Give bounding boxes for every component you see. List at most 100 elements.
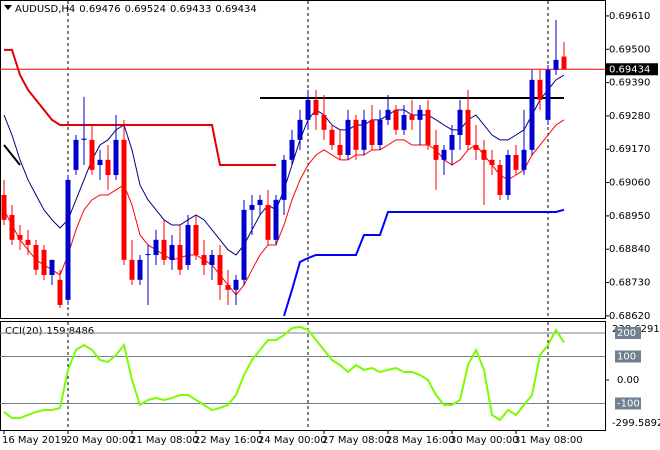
candle-body (105, 159, 111, 175)
candle-body (297, 119, 303, 140)
level-box (615, 327, 641, 340)
candle-body (337, 145, 343, 156)
candle-body (465, 109, 471, 146)
cci-last: 159.8486 (46, 326, 94, 337)
candle-body (417, 109, 423, 120)
candle-body (33, 244, 39, 270)
candle-body (1, 194, 7, 220)
candle-body (241, 209, 247, 280)
y-tick-label: 0.69170 (609, 144, 650, 155)
cci-title: CCI(20) (5, 326, 43, 337)
chart-header: AUDUSD,H4 0.69476 0.69524 0.69433 0.69434 (15, 4, 257, 15)
indicator-line (3, 144, 21, 166)
candle-body (441, 149, 447, 160)
candle-body (489, 159, 495, 165)
indicator-line (3, 119, 565, 296)
y-tick-label: 200 (617, 328, 636, 339)
y-tick-label: 0.69610 (609, 11, 650, 22)
x-tick-label: 24 May 00:00 (258, 435, 327, 446)
price-tag-label: 0.69434 (609, 64, 650, 75)
candle-body (9, 214, 15, 240)
candle-body (529, 79, 535, 150)
candle-body (305, 99, 311, 120)
indicator-line (283, 208, 565, 317)
candle-body (113, 139, 119, 175)
candle-body (81, 138, 87, 140)
candle-body (401, 115, 407, 130)
price-tag (606, 63, 658, 76)
y-tick-label: 0.68950 (609, 211, 650, 222)
candle-body (289, 139, 295, 160)
candle-body (385, 109, 391, 120)
y-tick-label: 100 (617, 352, 636, 363)
candle-body (345, 119, 351, 156)
candle-body (65, 179, 71, 300)
candle-body (57, 279, 63, 305)
candle-body (153, 239, 159, 255)
candle-body (265, 204, 271, 240)
y-tick-label: 0.69060 (609, 178, 650, 189)
cci-header: CCI(20) 159.8486 (5, 326, 94, 337)
y-tick-label: -100 (617, 398, 640, 409)
symbol: AUDUSD,H4 (15, 4, 75, 15)
candle-body (249, 204, 255, 210)
candle-body (169, 244, 175, 260)
candle-body (121, 139, 127, 260)
x-tick-label: 20 May 00:00 (66, 435, 135, 446)
candle-body (561, 56, 567, 70)
y-tick-label: 0.69390 (609, 78, 650, 89)
candle-body (321, 115, 327, 130)
x-tick-label: 22 May 16:00 (194, 435, 263, 446)
candle-body (257, 199, 263, 205)
candle-body (225, 284, 231, 290)
candle-body (329, 129, 335, 146)
y-tick-label: 0.69500 (609, 44, 650, 55)
x-tick-label: 21 May 08:00 (130, 435, 199, 446)
cci-panel (0, 321, 606, 431)
candle-body (425, 109, 431, 146)
candle-body (393, 109, 399, 130)
level-box (615, 350, 641, 363)
y-tick-label: 0.00 (617, 375, 639, 386)
candle-body (353, 119, 359, 150)
candle-body (313, 99, 319, 116)
candle-body (129, 259, 135, 280)
candle-body (457, 109, 463, 136)
candle-body (233, 279, 239, 290)
candle-body (505, 155, 511, 195)
candle-body (537, 79, 543, 100)
level-box (615, 397, 641, 410)
candle-body (49, 259, 55, 275)
candle-body (161, 239, 167, 260)
candle-body (193, 224, 199, 255)
cci-line (3, 325, 565, 422)
candle-body (145, 254, 151, 256)
candle-body (73, 139, 79, 170)
header-low: 0.69433 (170, 4, 211, 15)
candle-body (209, 254, 215, 265)
candle-body (201, 254, 207, 265)
candle-body (553, 59, 559, 70)
main-panel (0, 0, 606, 319)
candle-body (369, 119, 375, 146)
y-tick-label: 0.68730 (609, 278, 650, 289)
menu-arrow (4, 5, 12, 10)
candle-body (273, 199, 279, 240)
indicator-line (4, 48, 276, 166)
x-tick-label: 16 May 2019 (2, 435, 67, 446)
candle-body (545, 69, 551, 120)
header-high: 0.69524 (125, 4, 166, 15)
candle-body (217, 254, 223, 285)
y-tick-label: 0.68840 (609, 244, 650, 255)
candle-body (281, 159, 287, 200)
candle-body (513, 155, 519, 170)
candle-body (137, 259, 143, 280)
candle-body (433, 145, 439, 160)
candle-body (361, 119, 367, 150)
candle-body (25, 239, 31, 245)
candle-body (89, 139, 95, 170)
x-tick-label: 28 May 16:00 (386, 435, 455, 446)
candle-body (185, 224, 191, 265)
